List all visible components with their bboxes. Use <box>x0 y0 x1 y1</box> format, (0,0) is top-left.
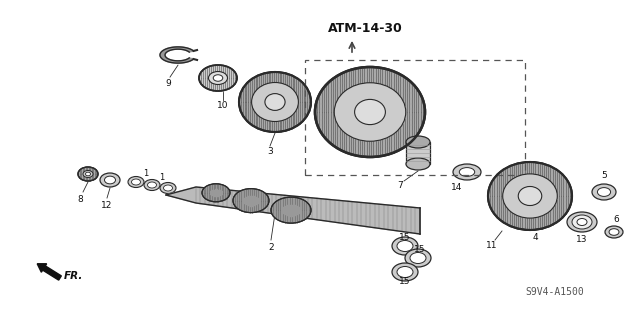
Text: 9: 9 <box>165 78 171 88</box>
Text: 8: 8 <box>77 195 83 204</box>
Text: 12: 12 <box>101 201 113 210</box>
Ellipse shape <box>392 263 418 281</box>
Ellipse shape <box>209 71 227 85</box>
Ellipse shape <box>410 253 426 263</box>
Ellipse shape <box>405 249 431 267</box>
Text: S9V4-A1500: S9V4-A1500 <box>525 287 584 297</box>
Ellipse shape <box>265 93 285 110</box>
Text: 1: 1 <box>143 169 148 179</box>
Ellipse shape <box>518 187 541 205</box>
Text: 1: 1 <box>159 173 164 182</box>
Ellipse shape <box>597 188 611 197</box>
Ellipse shape <box>144 180 160 190</box>
Text: 7: 7 <box>397 182 403 190</box>
FancyArrow shape <box>37 264 61 280</box>
Ellipse shape <box>609 229 619 235</box>
Text: 14: 14 <box>451 183 463 192</box>
Ellipse shape <box>213 75 223 81</box>
Polygon shape <box>160 47 193 63</box>
Ellipse shape <box>334 83 406 141</box>
Ellipse shape <box>104 176 115 184</box>
Text: 15: 15 <box>399 278 411 286</box>
Ellipse shape <box>147 182 157 188</box>
Text: 6: 6 <box>613 216 619 225</box>
Text: 4: 4 <box>532 234 538 242</box>
Bar <box>305 60 525 175</box>
Ellipse shape <box>488 162 572 230</box>
Ellipse shape <box>160 182 176 194</box>
Ellipse shape <box>252 83 298 122</box>
Ellipse shape <box>453 164 481 180</box>
Text: FR.: FR. <box>64 271 83 281</box>
Ellipse shape <box>567 212 597 232</box>
Ellipse shape <box>397 241 413 251</box>
Text: 11: 11 <box>486 241 498 250</box>
Ellipse shape <box>406 136 430 148</box>
Polygon shape <box>166 187 420 234</box>
Text: ATM-14-30: ATM-14-30 <box>328 21 403 34</box>
Text: 10: 10 <box>217 101 228 110</box>
Ellipse shape <box>502 174 557 218</box>
Text: 5: 5 <box>601 172 607 181</box>
Bar <box>406 142 430 164</box>
Ellipse shape <box>128 176 144 188</box>
Ellipse shape <box>397 266 413 278</box>
Ellipse shape <box>392 237 418 255</box>
Ellipse shape <box>131 179 141 185</box>
Text: 15: 15 <box>399 234 411 242</box>
Text: 15: 15 <box>414 246 426 255</box>
Ellipse shape <box>572 215 592 229</box>
Text: 13: 13 <box>576 235 588 244</box>
Ellipse shape <box>355 100 385 125</box>
Text: 2: 2 <box>268 242 274 251</box>
Ellipse shape <box>406 158 430 170</box>
Ellipse shape <box>271 197 311 223</box>
Ellipse shape <box>78 167 98 181</box>
Ellipse shape <box>605 226 623 238</box>
Ellipse shape <box>577 219 587 226</box>
Ellipse shape <box>199 65 237 91</box>
Text: 3: 3 <box>267 147 273 157</box>
Ellipse shape <box>315 67 425 157</box>
Ellipse shape <box>233 189 269 212</box>
Ellipse shape <box>163 185 173 191</box>
Ellipse shape <box>100 173 120 187</box>
Ellipse shape <box>86 172 90 176</box>
Ellipse shape <box>460 167 475 176</box>
Ellipse shape <box>83 170 93 177</box>
Ellipse shape <box>202 184 230 202</box>
Ellipse shape <box>239 72 311 132</box>
Ellipse shape <box>592 184 616 200</box>
